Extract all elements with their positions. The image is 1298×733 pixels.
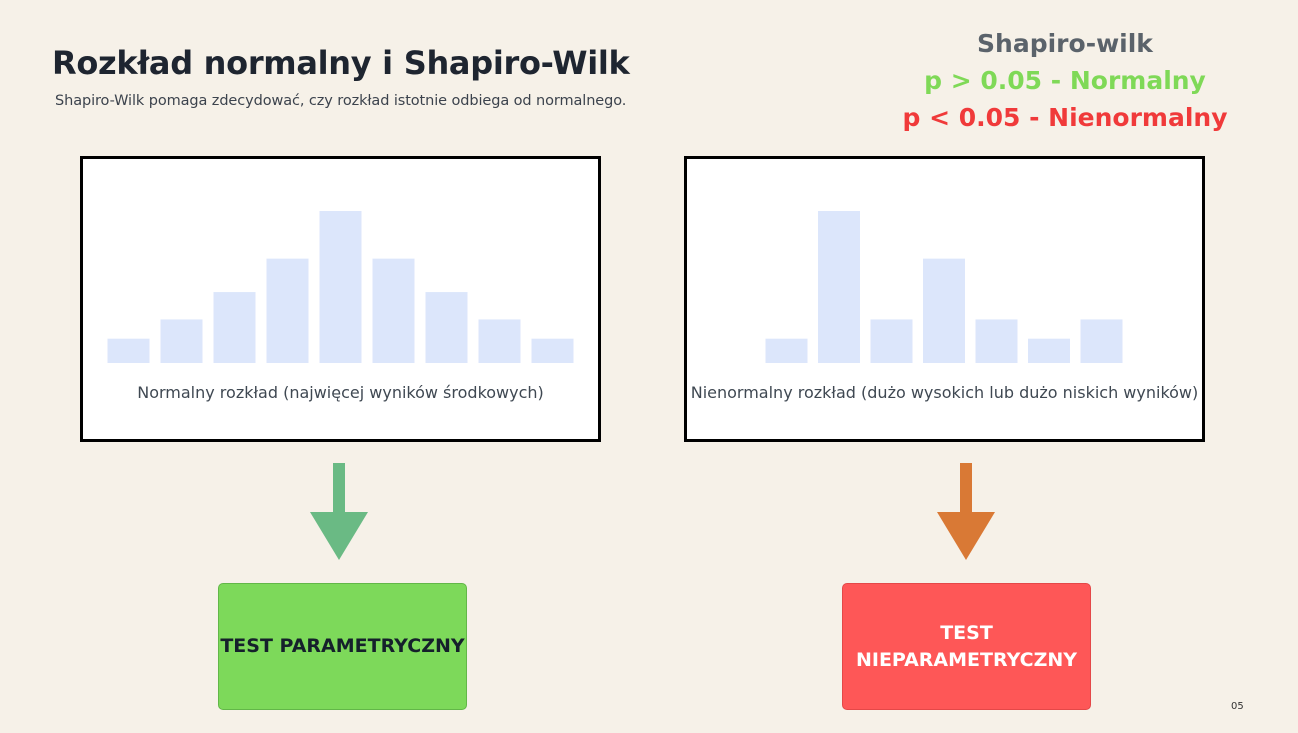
nonparametric-test-label: TEST NIEPARAMETRYCZNY <box>855 621 1078 671</box>
legend-nonnormal-rule: p < 0.05 - Nienormalny <box>902 103 1228 132</box>
normal-distribution-caption: Normalny rozkład (najwięcej wyników środ… <box>137 383 544 402</box>
parametric-test-box: TEST PARAMETRYCZNY <box>218 583 467 710</box>
nonnormal-distribution-histogram <box>765 211 1123 363</box>
histogram-bar <box>1028 338 1070 363</box>
arrow-down-icon <box>310 463 368 560</box>
histogram-bar <box>531 338 574 363</box>
nonnormal-distribution-caption: Nienormalny rozkład (dużo wysokich lub d… <box>690 383 1199 402</box>
histogram-bar <box>478 319 521 363</box>
page-number: 05 <box>1231 701 1244 712</box>
histogram-bar <box>975 319 1018 363</box>
legend-heading: Shapiro-wilk <box>977 29 1153 58</box>
parametric-test-label: TEST PARAMETRYCZNY <box>220 635 465 657</box>
shapiro-wilk-legend: Shapiro-wilk p > 0.05 - Normalny p < 0.0… <box>880 25 1250 136</box>
histogram-bar <box>213 292 256 363</box>
histogram-bar <box>319 211 362 363</box>
histogram-bar <box>765 338 808 363</box>
normal-distribution-histogram <box>107 211 574 363</box>
slide-title: Rozkład normalny i Shapiro-Wilk <box>52 44 630 82</box>
histogram-bar <box>266 258 309 363</box>
histogram-bar <box>923 258 965 363</box>
slide-subtitle: Shapiro-Wilk pomaga zdecydować, czy rozk… <box>55 93 627 109</box>
normal-distribution-panel: Normalny rozkład (najwięcej wyników środ… <box>80 156 601 442</box>
arrow-down-icon <box>937 463 995 560</box>
histogram-bar <box>1080 319 1123 363</box>
nonnormal-distribution-panel: Nienormalny rozkład (dużo wysokich lub d… <box>684 156 1205 442</box>
histogram-bar <box>107 338 150 363</box>
nonparametric-test-box: TEST NIEPARAMETRYCZNY <box>842 583 1091 710</box>
histogram-bar <box>372 258 415 363</box>
histogram-bar <box>818 211 860 363</box>
histogram-bar <box>870 319 913 363</box>
legend-normal-rule: p > 0.05 - Normalny <box>924 66 1206 95</box>
histogram-bar <box>160 319 203 363</box>
histogram-bar <box>425 292 468 363</box>
